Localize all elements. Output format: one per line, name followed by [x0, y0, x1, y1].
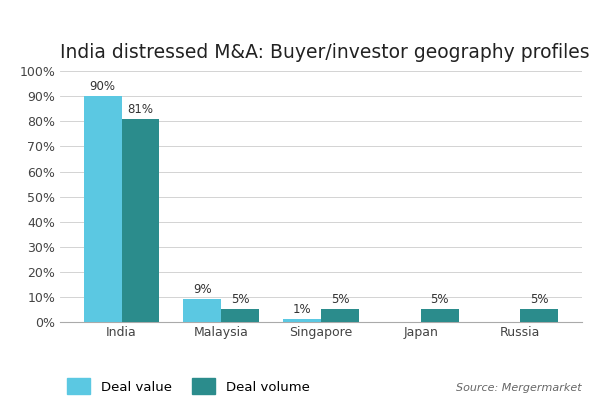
Bar [421, 309, 458, 322]
Text: 1%: 1% [293, 303, 311, 316]
Bar [184, 299, 221, 322]
Text: Source: Mergermarket: Source: Mergermarket [457, 383, 582, 393]
Legend: Deal value, Deal volume: Deal value, Deal volume [67, 378, 310, 394]
Bar [122, 119, 160, 322]
Text: 81%: 81% [128, 103, 154, 116]
Bar [283, 319, 321, 322]
Text: 9%: 9% [193, 283, 212, 296]
Bar [321, 309, 359, 322]
Text: 5%: 5% [331, 293, 349, 306]
Text: 5%: 5% [530, 293, 548, 306]
Text: 5%: 5% [430, 293, 449, 306]
Text: 90%: 90% [89, 81, 116, 93]
Bar [221, 309, 259, 322]
Text: India distressed M&A: Buyer/investor geography profiles: India distressed M&A: Buyer/investor geo… [60, 42, 590, 62]
Bar [84, 96, 122, 322]
Text: 5%: 5% [231, 293, 250, 306]
Bar [520, 309, 558, 322]
